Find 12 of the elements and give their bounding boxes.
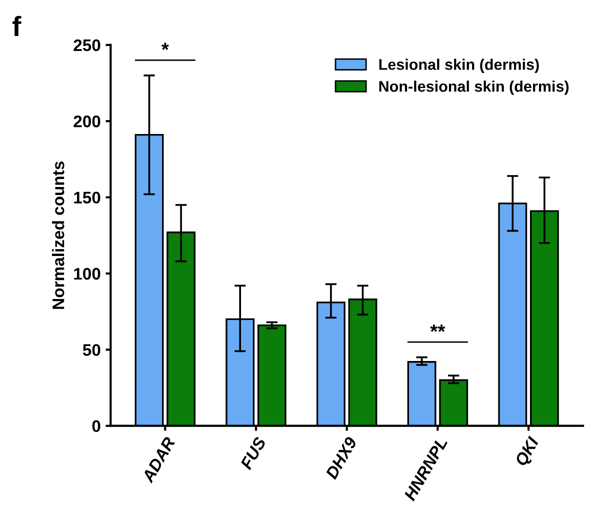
legend-label: Non-lesional skin (dermis) <box>379 80 569 95</box>
text: f <box>12 16 22 36</box>
legend-label: Lesional skin (dermis) <box>379 58 539 73</box>
y-tick-label: 100 <box>74 268 100 280</box>
y-tick-label: 250 <box>74 39 100 52</box>
y-tick-label: 200 <box>74 116 100 128</box>
y-axis-title: Normalized counts <box>52 162 64 309</box>
y-tick-label: 50 <box>82 344 100 356</box>
y-tick-label: 0 <box>92 420 100 432</box>
y-tick-label: 150 <box>74 192 100 204</box>
annotation: * <box>161 42 169 50</box>
annotation: ** <box>430 324 446 332</box>
